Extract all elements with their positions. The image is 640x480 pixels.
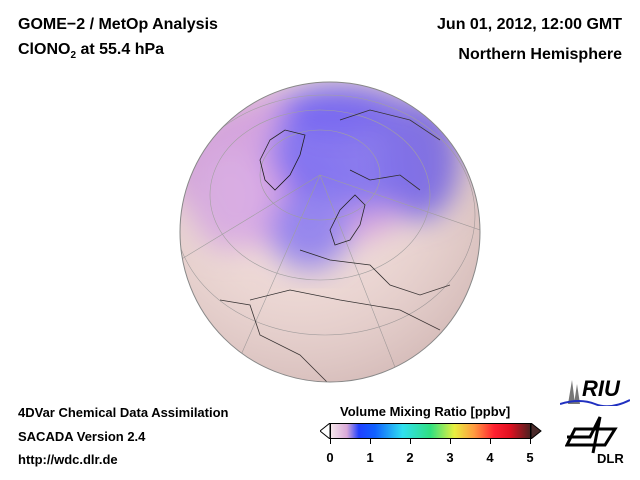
tick-label: 2 xyxy=(406,450,414,465)
riu-logo-text: RIU xyxy=(582,376,621,401)
dlr-logo: DLR xyxy=(565,416,624,465)
colorbar xyxy=(330,423,531,439)
footer-url[interactable]: http://wdc.dlr.de xyxy=(18,452,118,467)
tick-mark xyxy=(330,439,331,444)
tick-label: 4 xyxy=(486,450,494,465)
tick-mark xyxy=(490,439,491,444)
footer-method: 4DVar Chemical Data Assimilation xyxy=(18,405,229,420)
tick-mark xyxy=(450,439,451,444)
colorbar-title: Volume Mixing Ratio [ppbv] xyxy=(340,404,511,419)
footer-version: SACADA Version 2.4 xyxy=(18,429,146,444)
region-label: Northern Hemisphere xyxy=(458,46,622,63)
tick-label: 5 xyxy=(526,450,534,465)
pressure-level: at 55.4 hPa xyxy=(76,41,165,58)
dlr-logo-text: DLR xyxy=(597,451,624,465)
tick-label: 1 xyxy=(366,450,374,465)
date-label: Jun 01, 2012, 12:00 GMT xyxy=(437,16,622,33)
title: GOME−2 / MetOp Analysis xyxy=(18,16,218,33)
species-label: ClONO2 at 55.4 hPa xyxy=(18,41,164,61)
tick-mark xyxy=(530,439,531,444)
species-name: ClONO xyxy=(18,41,71,58)
tick-mark xyxy=(410,439,411,444)
tick-label: 3 xyxy=(446,450,454,465)
tick-label: 0 xyxy=(326,450,334,465)
species-subscript: 2 xyxy=(70,50,77,62)
tick-mark xyxy=(370,439,371,444)
riu-logo: RIU xyxy=(560,376,630,406)
